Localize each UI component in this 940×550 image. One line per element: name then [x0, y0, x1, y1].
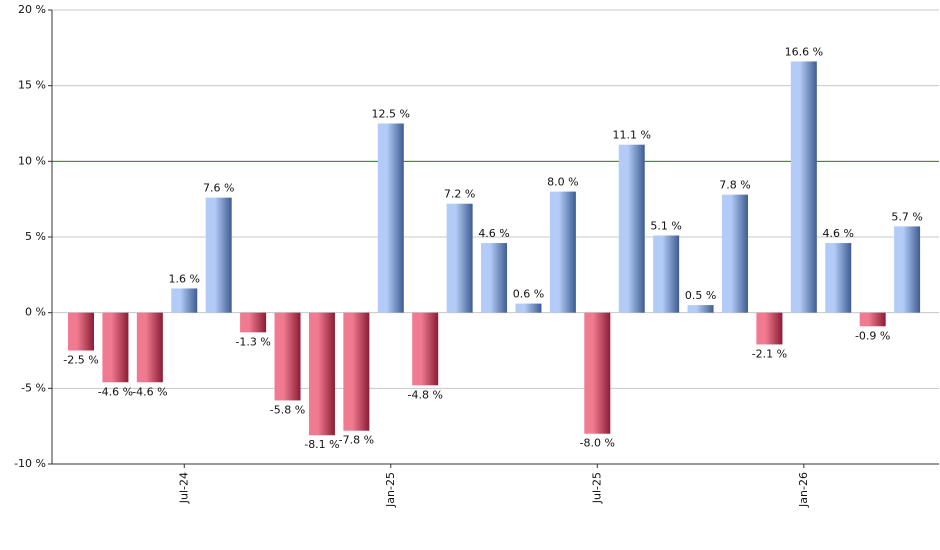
data-label: -0.9 %: [855, 329, 890, 342]
data-label: -2.5 %: [63, 354, 98, 367]
bar: [136, 312, 163, 383]
data-label: 4.6 %: [823, 227, 854, 240]
data-label: -5.8 %: [270, 403, 305, 416]
bar: [618, 144, 645, 313]
bar: [377, 123, 404, 313]
data-label: 0.5 %: [685, 289, 716, 302]
data-label: 0.6 %: [513, 288, 544, 301]
y-tick-label: 10 %: [18, 154, 46, 167]
bar: [687, 305, 714, 313]
bar: [446, 203, 473, 313]
y-tick-label: -5 %: [21, 381, 46, 394]
data-label: 4.6 %: [478, 227, 509, 240]
bar: [790, 61, 817, 313]
bar: [584, 312, 611, 434]
bar: [308, 312, 335, 436]
x-tick-label: Jan-26: [797, 472, 810, 508]
data-label: 12.5 %: [372, 108, 410, 121]
y-tick-label: -10 %: [14, 457, 46, 470]
data-label: 1.6 %: [169, 272, 200, 285]
data-label: -7.8 %: [339, 434, 374, 447]
data-label: 7.8 %: [719, 179, 750, 192]
bar: [859, 312, 886, 327]
data-label: -8.1 %: [304, 438, 339, 451]
data-label: 7.2 %: [444, 188, 475, 201]
x-tick-label: Jul-24: [177, 472, 190, 504]
bar: [240, 312, 267, 333]
data-label: -4.8 %: [407, 388, 442, 401]
bar: [721, 194, 748, 313]
bar: [515, 303, 542, 313]
data-label: -2.1 %: [752, 347, 787, 360]
data-label: 5.7 %: [891, 210, 922, 223]
data-label: 5.1 %: [650, 219, 681, 232]
bar: [274, 312, 301, 401]
data-label: 11.1 %: [612, 129, 650, 142]
x-tick-label: Jan-25: [384, 472, 397, 508]
y-tick-label: 15 %: [18, 79, 46, 92]
data-label: 16.6 %: [785, 45, 823, 58]
bar: [549, 191, 576, 313]
bar: [205, 197, 232, 313]
y-tick-label: 0 %: [25, 306, 46, 319]
bar: [68, 312, 94, 351]
bar: [412, 312, 439, 386]
data-label: -1.3 %: [235, 335, 270, 348]
bar: [653, 235, 680, 313]
bar: [343, 312, 370, 431]
bar: [756, 312, 783, 345]
y-tick-label: 5 %: [25, 230, 46, 243]
data-label: -8.0 %: [580, 437, 615, 450]
bar: [894, 226, 921, 313]
data-label: 7.6 %: [203, 182, 234, 195]
bar: [481, 243, 508, 313]
data-label: 8.0 %: [547, 176, 578, 189]
x-tick-label: Jul-25: [590, 472, 603, 504]
data-label: -4.6 %: [98, 385, 133, 398]
bar: [825, 243, 852, 313]
y-tick-label: 20 %: [18, 3, 46, 16]
data-label: -4.6 %: [132, 385, 167, 398]
bar: [102, 312, 129, 383]
bar: [171, 288, 198, 313]
